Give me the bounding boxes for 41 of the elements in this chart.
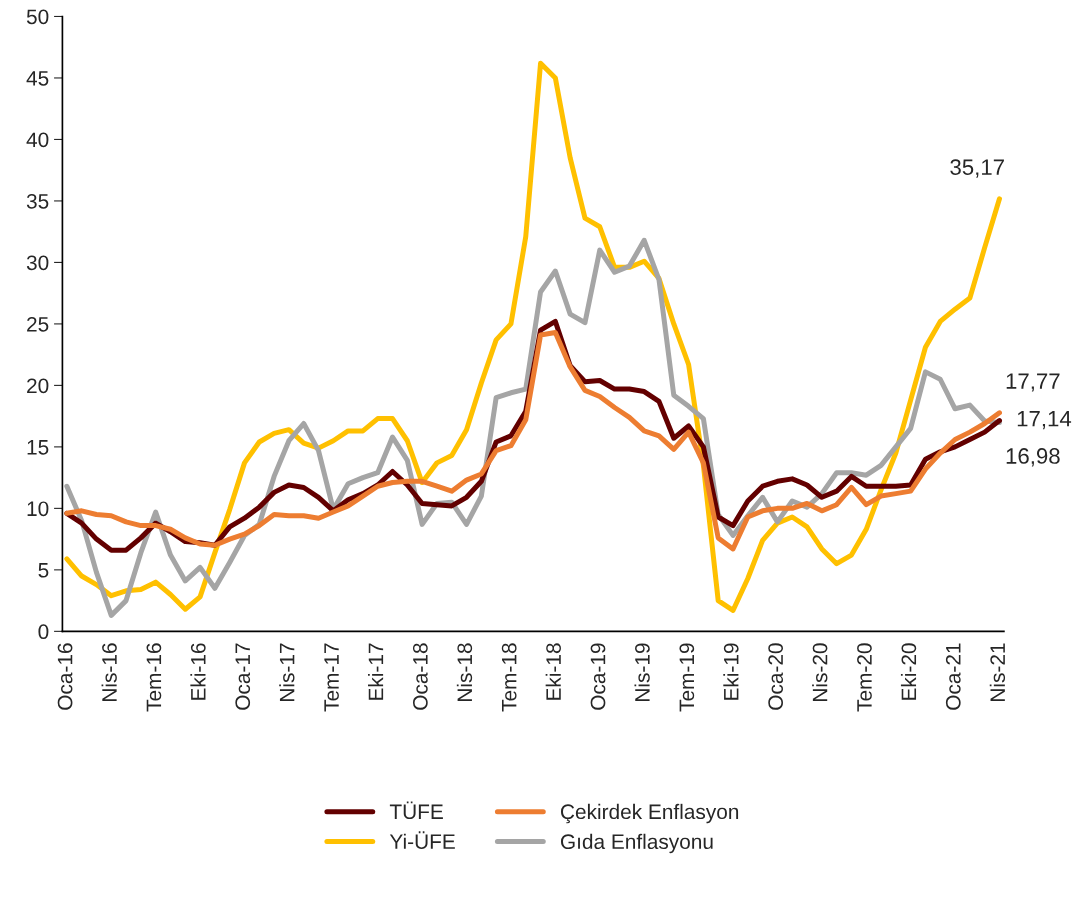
y-tick-label: 40 <box>26 132 49 148</box>
x-tick-label: Nis-19 <box>634 643 650 701</box>
legend-label: Yi-ÜFE <box>389 831 455 849</box>
x-tick-label: Tem-17 <box>324 643 339 712</box>
x-tick-label: Tem-19 <box>679 643 695 712</box>
x-tick-label: Eki-19 <box>723 643 739 700</box>
x-tick-label: Oca-16 <box>57 643 73 710</box>
y-tick-label: 15 <box>27 440 49 455</box>
legend-label: TÜFE <box>389 801 443 820</box>
x-tick-label: Nis-16 <box>101 643 117 701</box>
x-tick-label: Eki-18 <box>545 643 561 700</box>
y-tick-label: 0 <box>38 624 49 640</box>
legend-label: Gıda Enflasyonu <box>560 833 713 854</box>
y-tick-label: 35 <box>26 193 49 209</box>
y-tick-label: 30 <box>26 255 49 271</box>
x-tick-label: Eki-17 <box>368 643 384 700</box>
x-tick-label: Eki-20 <box>900 643 917 700</box>
data-label: 17,14 <box>1017 411 1072 430</box>
y-tick-label: 25 <box>27 316 49 332</box>
x-tick-label: Nis-21 <box>989 643 1006 701</box>
y-tick-label: 45 <box>26 71 49 86</box>
x-tick-label: Oca-20 <box>768 643 784 710</box>
y-tick-label: 20 <box>27 378 49 394</box>
data-label: 17,77 <box>1006 373 1060 392</box>
y-tick-label: 10 <box>27 501 49 517</box>
x-tick-label: Tem-20 <box>857 643 872 712</box>
y-tick-label: 50 <box>26 9 49 25</box>
x-tick-label: Tem-16 <box>146 643 162 712</box>
x-tick-label: Oca-21 <box>945 643 961 710</box>
x-tick-label: Oca-18 <box>412 643 428 710</box>
y-tick-label: 5 <box>38 563 49 578</box>
x-tick-label: Eki-16 <box>190 643 206 700</box>
x-tick-label: Oca-19 <box>590 643 606 710</box>
x-tick-label: Nis-18 <box>456 643 473 701</box>
x-tick-label: Nis-20 <box>812 643 828 701</box>
x-tick-label: Nis-17 <box>279 643 295 701</box>
x-tick-label: Tem-18 <box>501 643 517 712</box>
data-label: 35,17 <box>950 159 1004 178</box>
data-label: 16,98 <box>1006 448 1060 467</box>
legend-label: Çekirdek Enflasyon <box>560 803 739 824</box>
x-tick-label: Oca-17 <box>235 643 251 710</box>
